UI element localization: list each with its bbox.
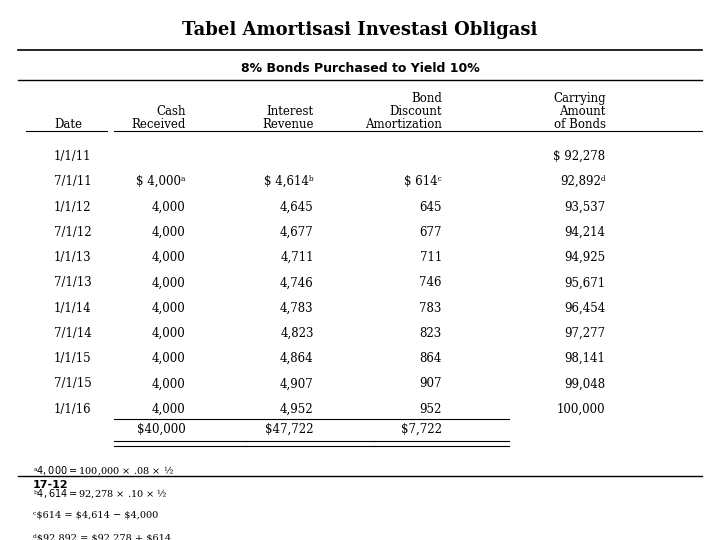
Text: 100,000: 100,000 <box>557 403 606 416</box>
Text: 4,783: 4,783 <box>280 302 314 315</box>
Text: ᵈ$92,892 = $92,278 + $614: ᵈ$92,892 = $92,278 + $614 <box>32 533 171 540</box>
Text: 4,907: 4,907 <box>280 377 314 390</box>
Text: 1/1/13: 1/1/13 <box>54 251 91 264</box>
Text: 1/1/11: 1/1/11 <box>54 150 91 163</box>
Text: $47,722: $47,722 <box>265 423 314 436</box>
Text: ᶜ$614 = $4,614 − $4,000: ᶜ$614 = $4,614 − $4,000 <box>32 510 158 519</box>
Text: 4,746: 4,746 <box>280 276 314 289</box>
Text: 4,000: 4,000 <box>152 327 186 340</box>
Text: 952: 952 <box>420 403 442 416</box>
Text: 1/1/15: 1/1/15 <box>54 352 91 365</box>
Text: 746: 746 <box>419 276 442 289</box>
Text: 1/1/16: 1/1/16 <box>54 403 91 416</box>
Text: 92,892ᵈ: 92,892ᵈ <box>560 176 606 188</box>
Text: 96,454: 96,454 <box>564 302 606 315</box>
Text: 97,277: 97,277 <box>564 327 606 340</box>
Text: 4,952: 4,952 <box>280 403 314 416</box>
Text: 677: 677 <box>419 226 442 239</box>
Text: 17-12: 17-12 <box>32 480 68 490</box>
Text: 783: 783 <box>420 302 442 315</box>
Text: 823: 823 <box>420 327 442 340</box>
Text: 4,711: 4,711 <box>280 251 314 264</box>
Text: Discount: Discount <box>390 105 442 118</box>
Text: $7,722: $7,722 <box>401 423 442 436</box>
Text: Cash: Cash <box>156 105 186 118</box>
Text: 95,671: 95,671 <box>564 276 606 289</box>
Text: 645: 645 <box>419 200 442 213</box>
Text: Amortization: Amortization <box>365 118 442 131</box>
Text: 98,141: 98,141 <box>564 352 606 365</box>
Text: 93,537: 93,537 <box>564 200 606 213</box>
Text: 4,000: 4,000 <box>152 276 186 289</box>
Text: of Bonds: of Bonds <box>554 118 606 131</box>
Text: $ 614ᶜ: $ 614ᶜ <box>404 176 442 188</box>
Text: 7/1/11: 7/1/11 <box>54 176 91 188</box>
Text: 8% Bonds Purchased to Yield 10%: 8% Bonds Purchased to Yield 10% <box>240 63 480 76</box>
Text: 4,000: 4,000 <box>152 377 186 390</box>
Text: $ 4,000ᵃ: $ 4,000ᵃ <box>136 176 186 188</box>
Text: 711: 711 <box>420 251 442 264</box>
Text: 4,677: 4,677 <box>280 226 314 239</box>
Text: Carrying: Carrying <box>553 92 606 105</box>
Text: 7/1/13: 7/1/13 <box>54 276 91 289</box>
Text: 4,823: 4,823 <box>280 327 314 340</box>
Text: ᵇ$4,614 = $92,278 × .10 × ½: ᵇ$4,614 = $92,278 × .10 × ½ <box>32 487 167 500</box>
Text: 907: 907 <box>419 377 442 390</box>
Text: 4,645: 4,645 <box>280 200 314 213</box>
Text: Revenue: Revenue <box>262 118 314 131</box>
Text: 7/1/12: 7/1/12 <box>54 226 91 239</box>
Text: 1/1/12: 1/1/12 <box>54 200 91 213</box>
Text: $40,000: $40,000 <box>137 423 186 436</box>
Text: Tabel Amortisasi Investasi Obligasi: Tabel Amortisasi Investasi Obligasi <box>182 21 538 39</box>
Text: Bond: Bond <box>411 92 442 105</box>
Text: 94,214: 94,214 <box>564 226 606 239</box>
Text: ᵃ$4,000 = $100,000 × .08 × ½: ᵃ$4,000 = $100,000 × .08 × ½ <box>32 464 174 477</box>
Text: $ 92,278: $ 92,278 <box>554 150 606 163</box>
Text: 4,000: 4,000 <box>152 403 186 416</box>
Text: Date: Date <box>54 118 82 131</box>
Text: 7/1/15: 7/1/15 <box>54 377 91 390</box>
Text: 4,000: 4,000 <box>152 302 186 315</box>
Text: 4,000: 4,000 <box>152 200 186 213</box>
Text: 94,925: 94,925 <box>564 251 606 264</box>
Text: 4,000: 4,000 <box>152 251 186 264</box>
Text: 1/1/14: 1/1/14 <box>54 302 91 315</box>
Text: Interest: Interest <box>266 105 314 118</box>
Text: 4,864: 4,864 <box>280 352 314 365</box>
Text: 864: 864 <box>420 352 442 365</box>
Text: Amount: Amount <box>559 105 606 118</box>
Text: 7/1/14: 7/1/14 <box>54 327 91 340</box>
Text: $ 4,614ᵇ: $ 4,614ᵇ <box>264 176 314 188</box>
Text: Received: Received <box>131 118 186 131</box>
Text: 4,000: 4,000 <box>152 352 186 365</box>
Text: 4,000: 4,000 <box>152 226 186 239</box>
Text: 99,048: 99,048 <box>564 377 606 390</box>
